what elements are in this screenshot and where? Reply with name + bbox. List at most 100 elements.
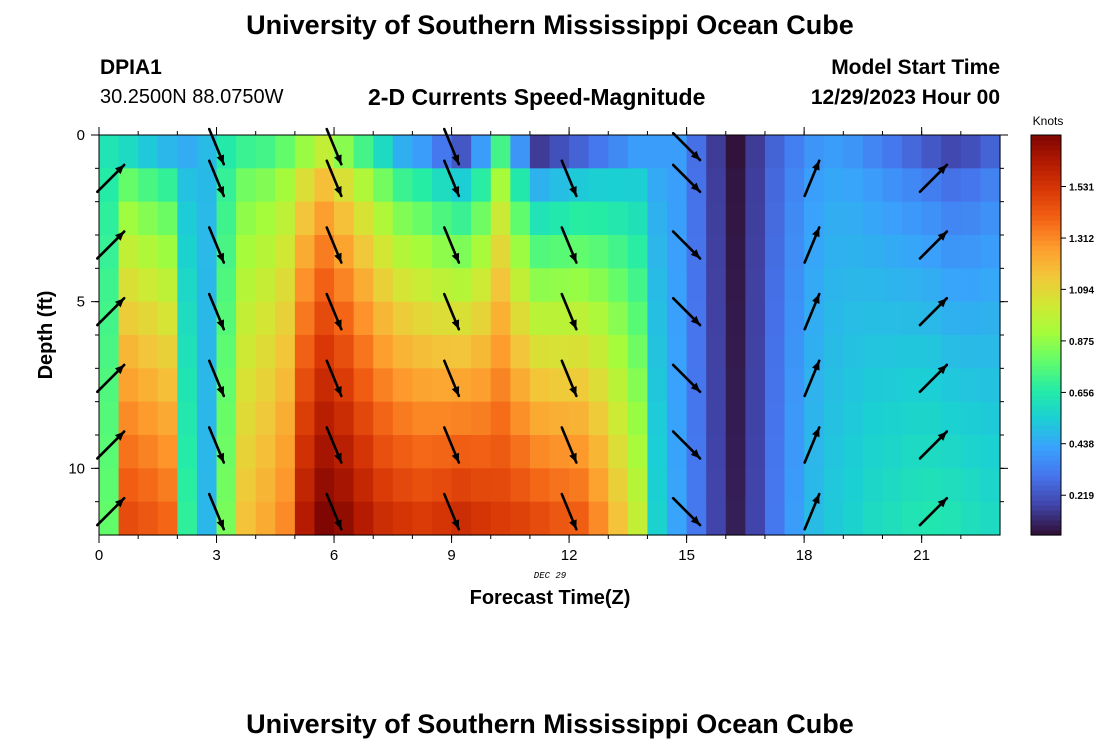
heatmap-cell (882, 135, 903, 169)
colorbar-segment (1031, 235, 1061, 241)
heatmap-cell (314, 301, 335, 336)
x-tick-label: 6 (330, 547, 338, 564)
heatmap-cell (725, 435, 746, 469)
arrow-head (690, 515, 701, 526)
colorbar-segment (1031, 480, 1061, 486)
heatmap-cell (412, 301, 433, 336)
heatmap-cell (569, 335, 590, 369)
heatmap-cell (373, 435, 394, 469)
heatmap-cell (588, 168, 609, 203)
heatmap-cell (784, 401, 805, 436)
heatmap-cell (627, 201, 649, 236)
heatmap-cell (980, 135, 1001, 169)
model-start-label: Model Start Time (831, 56, 1000, 79)
heatmap-cell (764, 168, 786, 203)
direction-arrow (325, 159, 343, 198)
colorbar-segment (1031, 490, 1061, 496)
heatmap-cell (706, 435, 727, 469)
heatmap-cell (745, 335, 766, 369)
direction-arrow (207, 159, 226, 198)
arrow-head (569, 386, 577, 396)
heatmap-cell (725, 135, 746, 169)
heatmap-cell (294, 235, 316, 269)
heatmap-cell (138, 335, 159, 369)
heatmap-cell (784, 135, 805, 169)
arrow-head (334, 386, 342, 396)
heatmap-cell (314, 135, 335, 169)
heatmap-cell (862, 235, 884, 269)
heatmap-cell (823, 135, 844, 169)
heatmap-cell (627, 501, 649, 536)
heatmap-cell (745, 235, 766, 269)
colorbar-segment (1031, 270, 1061, 276)
arrow-head (812, 160, 820, 171)
direction-arrow (671, 230, 702, 260)
heatmap-cell (314, 168, 335, 203)
heatmap-cell (941, 168, 962, 203)
heatmap-cell (745, 468, 766, 503)
heatmap-cell (510, 135, 531, 169)
heatmap-cell (510, 368, 531, 403)
colorbar-segment (1031, 460, 1061, 466)
heatmap-cell (471, 368, 492, 403)
direction-arrow (96, 296, 126, 327)
arrow-head (690, 315, 701, 326)
heatmap-cell (804, 335, 825, 369)
arrow-head (451, 386, 460, 396)
heatmap-cell (627, 135, 649, 169)
heatmap-cell (196, 501, 218, 536)
heatmap-cell (529, 201, 551, 236)
heatmap-cell (334, 335, 355, 369)
heatmap-cell (627, 268, 649, 303)
heatmap-cell (862, 401, 884, 436)
heatmap-cell (510, 468, 531, 503)
heatmap-cell (882, 468, 903, 503)
direction-arrow (560, 292, 578, 331)
heatmap-cell (804, 468, 825, 503)
heatmap-cell (510, 335, 531, 369)
colorbar-segment (1031, 410, 1061, 416)
heatmap-cell (941, 368, 962, 403)
heatmap-cell (784, 268, 805, 303)
heatmap-cell (823, 435, 844, 469)
heatmap-cell (862, 335, 884, 369)
heatmap-cell (236, 135, 257, 169)
arrow-head (812, 294, 820, 304)
heatmap-cell (725, 501, 746, 536)
heatmap-cell (471, 268, 492, 303)
heatmap-cell (647, 135, 668, 169)
colorbar-segment (1031, 325, 1061, 331)
heatmap-cell (118, 168, 139, 203)
heatmap-cell (706, 335, 727, 369)
heatmap-cell (921, 468, 942, 503)
heatmap-cell (823, 468, 844, 503)
arrow-head (937, 498, 947, 508)
heatmap-cell (764, 368, 786, 403)
heatmap-cell (569, 135, 590, 169)
direction-arrow (325, 292, 343, 331)
heatmap-cell (392, 501, 413, 536)
direction-arrow (442, 492, 461, 531)
colorbar-segment (1031, 520, 1061, 526)
colorbar-tick-label: 1.094 (1069, 285, 1094, 296)
heatmap-cell (706, 235, 727, 269)
heatmap-cell (941, 235, 962, 269)
colorbar-segment (1031, 365, 1061, 371)
heatmap-cell (843, 335, 864, 369)
heatmap-cell (980, 301, 1001, 336)
heatmap-cell (99, 168, 120, 203)
heatmap-cell (490, 235, 511, 269)
heatmap-cell (275, 301, 296, 336)
heatmap-cell (980, 235, 1001, 269)
arrow-head (114, 431, 125, 441)
heatmap-cell (941, 135, 962, 169)
heatmap-cell (294, 168, 316, 203)
heatmap-cell (980, 268, 1001, 303)
arrow-head (569, 319, 577, 330)
heatmap-cell (99, 368, 120, 403)
heatmap-cell (490, 468, 511, 503)
x-axis-label: Forecast Time(Z) (470, 587, 631, 609)
heatmap-cell (431, 501, 453, 536)
heatmap-cell (177, 401, 198, 436)
colorbar-segment (1031, 135, 1061, 141)
